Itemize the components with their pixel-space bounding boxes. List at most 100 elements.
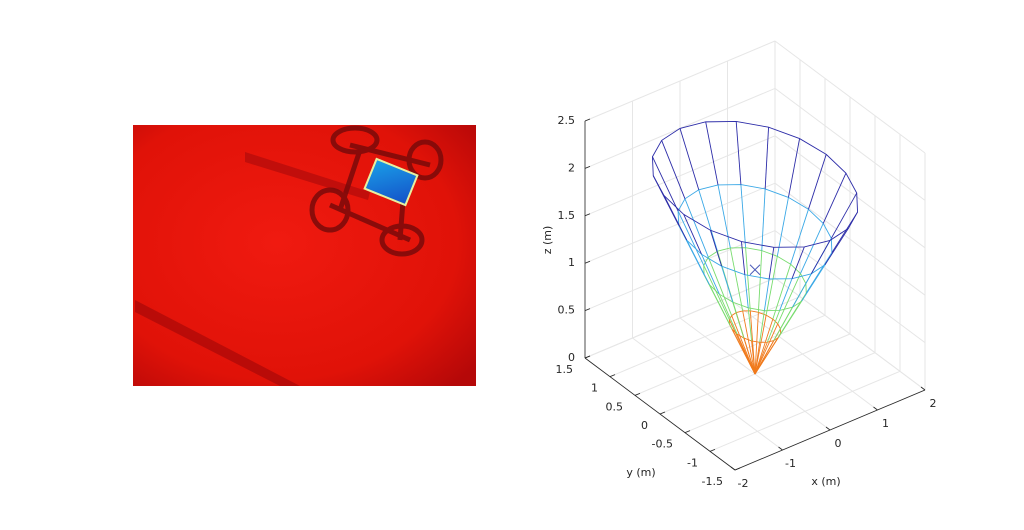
z-tick	[584, 213, 591, 217]
grid-line	[774, 40, 926, 154]
grid-line	[584, 182, 776, 264]
mesh-edge	[709, 284, 733, 330]
mesh-edge	[790, 209, 809, 265]
mesh-edge	[663, 195, 688, 241]
mesh-edge	[779, 278, 793, 311]
mesh-edge	[754, 318, 774, 375]
mesh-edge	[661, 140, 686, 199]
grid-line	[634, 314, 826, 396]
z-tick-label: 1.5	[558, 209, 576, 222]
z-tick	[584, 260, 591, 264]
grid-line	[584, 135, 776, 217]
y-tick	[734, 467, 741, 471]
mesh-edge	[742, 310, 756, 375]
mesh-edge	[744, 274, 749, 308]
mesh-edge	[698, 189, 718, 252]
mesh-edge	[729, 247, 744, 312]
x-tick	[778, 446, 783, 451]
mesh-edge	[808, 154, 827, 210]
y-tick	[609, 374, 616, 378]
mesh-edge	[705, 121, 719, 185]
y-tick-label: -1.5	[702, 475, 723, 488]
z-tick	[584, 118, 591, 122]
z-tick	[584, 308, 591, 311]
z-tick-label: 1	[568, 256, 575, 269]
grid-line	[774, 277, 926, 391]
grid-line	[684, 352, 876, 434]
grid-line	[709, 370, 901, 452]
mesh-edge	[743, 337, 756, 375]
x-tick-label: 0	[835, 437, 842, 450]
mesh-edge	[740, 184, 747, 248]
mesh-edge	[735, 121, 742, 185]
mesh-edge	[830, 192, 858, 239]
x-tick	[873, 406, 878, 411]
mesh-edge	[761, 188, 766, 251]
y-tick-label: -0.5	[652, 438, 673, 451]
z-tick-label: 2.5	[558, 114, 576, 127]
mesh-edge	[754, 312, 759, 375]
grid-line	[774, 87, 926, 201]
mesh-edge	[683, 214, 702, 255]
mesh-edge	[721, 266, 734, 303]
mesh-edge	[800, 223, 824, 274]
mesh-edge	[768, 247, 775, 280]
y-tick	[584, 355, 591, 359]
mesh-edge	[810, 240, 831, 275]
mesh-edge	[754, 323, 779, 375]
y-tick	[709, 448, 716, 452]
mesh-edge	[684, 198, 709, 258]
mesh-edge	[732, 301, 745, 339]
grid-line	[609, 296, 801, 378]
x-tick-label: 2	[930, 397, 937, 410]
mesh-edge	[772, 264, 792, 320]
grid-line	[584, 230, 776, 312]
mesh-edge	[686, 240, 710, 286]
mesh-edge	[759, 310, 765, 343]
mesh-edge	[679, 128, 700, 190]
grid-line	[584, 277, 776, 359]
thermal-image	[133, 125, 476, 386]
mesh-edge	[754, 342, 761, 375]
mesh-edge	[764, 127, 770, 189]
y-tick	[684, 430, 691, 434]
mesh-edge	[791, 246, 805, 279]
mesh-edge	[703, 265, 730, 320]
x-tick	[730, 466, 736, 471]
mesh-edge	[822, 172, 847, 224]
mesh-edge	[763, 278, 770, 311]
x-tick-label: -2	[738, 477, 749, 490]
mesh-edge	[747, 307, 753, 341]
x-tick	[920, 386, 926, 391]
mesh-edge	[751, 340, 756, 375]
z-tick-label: 2	[568, 161, 575, 174]
mesh-edge	[718, 294, 738, 335]
y-tick-label: 0	[641, 419, 648, 432]
x-tick	[825, 426, 831, 431]
x-axis-label: x (m)	[811, 475, 840, 488]
mesh-edge	[717, 184, 731, 249]
mesh-ring	[651, 121, 859, 248]
y-tick	[659, 411, 666, 415]
grid-line	[774, 135, 926, 249]
mesh-edge	[677, 210, 705, 266]
y-tick	[634, 392, 641, 396]
mesh-edge	[787, 138, 801, 198]
mesh-edge	[766, 310, 781, 343]
y-tick-label: 0.5	[606, 400, 624, 413]
mesh-edge	[824, 228, 849, 266]
grid-line	[774, 182, 926, 296]
z-tick	[584, 166, 591, 169]
mesh-edge	[801, 264, 826, 302]
mesh-edge	[701, 254, 720, 295]
plot-3d: 0 0.5 1 1.5 2 2.5 -1.5 -1 -0.5 0 0.5 1 1.5 -2 -1 0 1 2	[556, 40, 937, 490]
mesh-edge	[765, 256, 778, 316]
grid-line	[584, 40, 776, 122]
mesh-edge	[776, 197, 789, 257]
marker	[749, 264, 761, 276]
z-axis-label: z (m)	[541, 226, 554, 255]
mesh-edge	[777, 273, 801, 324]
mesh-edge	[709, 230, 722, 267]
y-tick-label: 1.5	[556, 363, 574, 376]
